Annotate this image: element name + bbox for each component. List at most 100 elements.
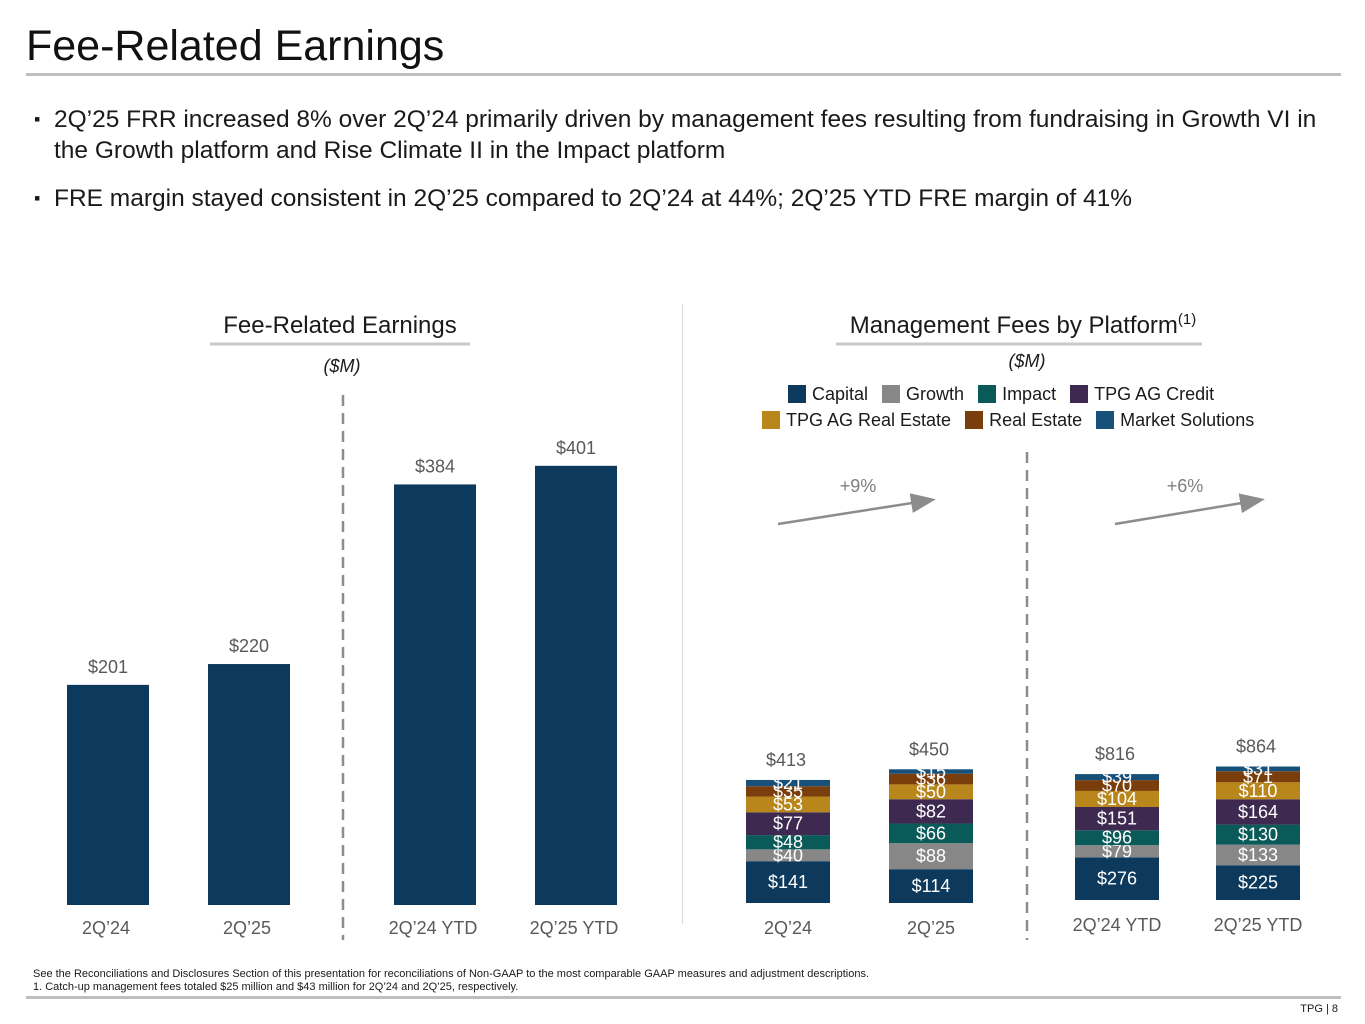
mf-segment-market-solutions <box>746 779 830 787</box>
mf-segment-growth <box>889 843 973 870</box>
mf-segment-tpg-ag-real-estate <box>889 784 973 800</box>
fre-x-tick-label: 2Q’25 <box>223 918 271 938</box>
growth-label: +9% <box>840 476 877 496</box>
footnote-line: See the Reconciliations and Disclosures … <box>33 968 870 980</box>
fre-bar-value-label: $401 <box>556 438 596 458</box>
mf-segment-capital <box>1216 865 1300 900</box>
legend-item-market-solutions: Market Solutions <box>1096 410 1254 431</box>
mf-segment-label: $114 <box>912 876 951 896</box>
legend-swatch <box>978 385 997 403</box>
legend-label: Growth <box>906 383 965 404</box>
growth-arrow <box>777 493 936 526</box>
legend-swatch <box>1070 385 1089 403</box>
mf-segment-growth <box>1216 844 1300 866</box>
legend-item-tpg-ag-credit: TPG AG Credit <box>1070 384 1214 405</box>
legend-label: Market Solutions <box>1120 409 1255 430</box>
growth-arrow <box>1114 493 1265 526</box>
mf-segment-label: $276 <box>1097 869 1137 889</box>
mf-segment-label: $35 <box>773 781 803 801</box>
bullet-marker: ▪ <box>34 188 41 208</box>
mf-segment-label: $96 <box>1102 828 1132 848</box>
mf-segment-tpg-ag-real-estate <box>1216 782 1300 800</box>
fre-bar <box>208 664 290 905</box>
legend-item-growth: Growth <box>882 384 964 405</box>
mf-chart-unit: ($M) <box>1009 351 1046 371</box>
page-number: TPG | 8 <box>1300 1003 1338 1015</box>
mf-x-tick-label: 2Q’25 YTD <box>1214 915 1303 935</box>
mf-segment-label: $36 <box>916 769 946 789</box>
mf-segment-real-estate <box>746 786 830 797</box>
mf-x-tick-label: 2Q’25 <box>907 918 955 938</box>
mf-segment-label: $104 <box>1097 789 1137 809</box>
legend-item-capital: Capital <box>788 384 868 405</box>
footnote-line: 1. Catch-up management fees totaled $25 … <box>33 981 519 993</box>
mf-segment-real-estate <box>889 773 973 785</box>
mf-chart-title: Management Fees by Platform(1) <box>850 311 1197 339</box>
title-divider <box>26 73 1341 76</box>
mf-segment-impact <box>889 823 973 844</box>
legend-label: Real Estate <box>989 409 1083 430</box>
mf-segment-label: $50 <box>916 782 946 802</box>
mf-segment-growth <box>746 849 830 862</box>
legend-swatch <box>788 385 806 403</box>
bullet-text: FRE margin stayed consistent in 2Q’25 co… <box>54 185 1133 212</box>
mf-segment-label: $71 <box>1243 767 1273 787</box>
mf-segment-tpg-ag-real-estate <box>1075 790 1159 807</box>
mf-x-tick-label: 2Q’24 <box>764 918 812 938</box>
mf-segment-real-estate <box>1216 771 1300 783</box>
mf-segment-label: $66 <box>916 823 946 843</box>
mf-segment-label: $40 <box>773 845 803 865</box>
legend-swatch <box>1096 411 1115 429</box>
fre-bar-value-label: $201 <box>88 657 128 677</box>
mf-total-label: $816 <box>1095 744 1135 764</box>
legend-row: Capital Growth Impact TPG AG Credit <box>760 381 1320 407</box>
legend-label: TPG AG Real Estate <box>786 409 952 430</box>
mf-segment-label: $225 <box>1238 873 1278 893</box>
chart-separator <box>682 304 683 924</box>
mf-bar-group: $141 $40$48$77$53$35$21 $413 2Q’24 $114 $88 $6… <box>746 452 1302 940</box>
mf-segment-capital <box>1075 857 1159 900</box>
mf-segment-impact <box>746 835 830 850</box>
legend-item-real-estate: Real Estate <box>965 410 1082 431</box>
mf-segment-label: $70 <box>1102 776 1132 796</box>
mf-segment-label: $31 <box>1243 759 1273 779</box>
mf-total-label: $413 <box>766 750 806 770</box>
fre-bar <box>67 684 149 905</box>
mf-segment-label: $88 <box>916 846 946 866</box>
legend-label: Impact <box>1002 383 1057 404</box>
bullet-text: 2Q’25 FRR increased 8% over 2Q’24 primar… <box>54 106 1317 164</box>
legend-label: TPG AG Credit <box>1094 383 1215 404</box>
mf-segment-tpg-ag-credit <box>1075 806 1159 831</box>
mf-segment-growth <box>1075 845 1159 858</box>
mf-segment-label: $82 <box>916 801 946 821</box>
mf-segment-tpg-ag-credit <box>746 812 830 836</box>
legend-swatch <box>965 411 984 429</box>
mf-segment-market-solutions <box>1075 774 1159 781</box>
mf-segment-label: $130 <box>1238 825 1278 845</box>
mf-segment-market-solutions <box>1216 766 1300 772</box>
mf-segment-tpg-ag-real-estate <box>746 796 830 813</box>
fre-x-tick-label: 2Q’24 <box>82 918 130 938</box>
growth-label: +6% <box>1167 476 1204 496</box>
mf-segment-label: $164 <box>1238 802 1278 822</box>
legend-item-impact: Impact <box>978 384 1056 405</box>
mf-segment-label: $110 <box>1239 781 1278 801</box>
mf-segment-label: $151 <box>1097 809 1137 829</box>
mf-total-label: $864 <box>1236 737 1276 757</box>
mf-total-label: $450 <box>909 739 949 759</box>
mf-segment-impact <box>1075 830 1159 846</box>
legend-item-tpg-ag-real-estate: TPG AG Real Estate <box>762 410 951 431</box>
mf-segment-market-solutions <box>889 769 973 774</box>
mf-segment-tpg-ag-credit <box>1216 799 1300 825</box>
mf-segment-impact <box>1216 824 1300 845</box>
fre-bar-value-label: $384 <box>415 456 455 476</box>
mf-segment-label: $21 <box>773 773 803 793</box>
bullet-item: ▪ FRE margin stayed consistent in 2Q’25 … <box>34 183 1334 214</box>
fre-bar <box>394 484 476 905</box>
fre-chart: Fee-Related Earnings ($M) $201 2Q’24 $220 2… <box>67 312 618 940</box>
mf-segment-label: $48 <box>773 832 803 852</box>
mf-segment-label: $77 <box>773 814 803 834</box>
fre-chart-unit: ($M) <box>324 356 361 376</box>
bullet-item: ▪ 2Q’25 FRR increased 8% over 2Q’24 prim… <box>34 104 1334 166</box>
mf-chart-title-text: Management Fees by Platform <box>850 312 1178 339</box>
